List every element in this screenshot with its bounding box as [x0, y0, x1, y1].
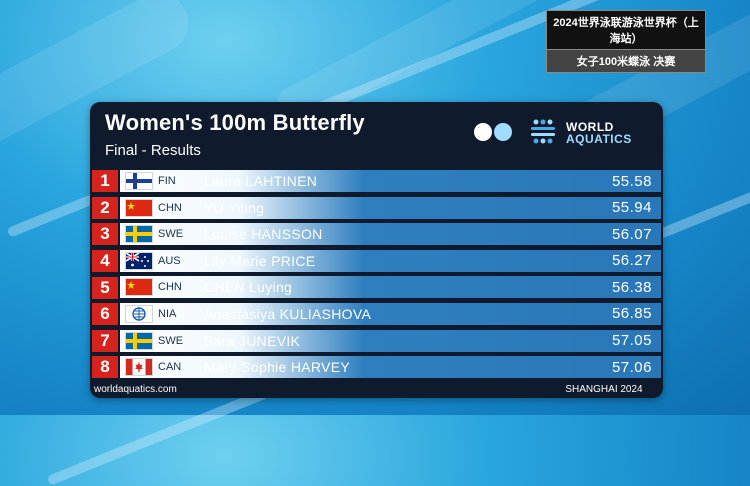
result-bar: CHN YU Yiting 55.94	[120, 196, 661, 219]
country-code: CHN	[158, 201, 182, 214]
athlete-name: CHEN Luying	[204, 279, 293, 296]
result-row: 3 SWE Louise HANSSON 56.07	[90, 221, 663, 248]
rank-badge: 8	[92, 356, 118, 379]
rank-badge: 3	[92, 223, 118, 246]
result-bar: NIA Anastasiya KULIASHOVA 56.85	[120, 302, 661, 325]
result-bar: SWE Sara JUNEVIK 57.05	[120, 329, 661, 352]
results-list: 1 FIN Laura LAHTINEN 55.58 2 CHN YU Yiting 55.9…	[90, 168, 663, 381]
athlete-name: YU Yiting	[204, 199, 265, 216]
rank-badge: 2	[92, 196, 118, 219]
finish-time: 56.85	[611, 305, 652, 323]
result-row: 6 NIA Anastasiya KULIASHOVA 56.85	[90, 301, 663, 328]
swe-flag-icon	[125, 331, 153, 350]
country-code: FIN	[158, 175, 176, 187]
result-bar: CHN CHEN Luying 56.38	[120, 276, 661, 299]
finish-time: 56.27	[611, 252, 652, 270]
chn-flag-icon	[125, 198, 153, 217]
rank-badge: 6	[92, 303, 118, 326]
finish-time: 55.58	[611, 172, 652, 190]
finish-time: 55.94	[611, 199, 652, 217]
rank-badge: 5	[92, 276, 118, 299]
athlete-name: Mary-Sophie HARVEY	[204, 359, 350, 376]
event-subtitle: Final - Results	[105, 142, 201, 159]
world-aquatics-logo-icon	[531, 119, 555, 144]
swe-flag-icon	[125, 225, 153, 244]
rank-badge: 1	[92, 170, 118, 193]
result-bar: FIN Laura LAHTINEN 55.58	[120, 170, 661, 192]
athlete-name: Louise HANSSON	[204, 226, 323, 243]
country-code: CAN	[158, 361, 182, 374]
result-bar: AUS Lily Marie PRICE 56.27	[120, 249, 661, 272]
broadcast-race-title: 女子100米蝶泳 决赛	[546, 50, 706, 73]
world-aquatics-wordmark: WORLD AQUATICS	[566, 121, 632, 145]
result-row: 8 CAN Mary-Sophie HARVEY 57.06	[90, 354, 663, 381]
footer-venue: SHANGHAI 2024	[565, 384, 643, 395]
broadcast-caption: 2024世界泳联游泳世界杯（上海站） 女子100米蝶泳 决赛	[546, 10, 706, 73]
logo-word-1: WORLD	[566, 120, 614, 134]
result-row: 7 SWE Sara JUNEVIK 57.05	[90, 328, 663, 355]
event-title: Women's 100m Butterfly	[105, 110, 365, 135]
can-flag-icon	[125, 358, 153, 377]
result-row: 1 FIN Laura LAHTINEN 55.58	[90, 168, 663, 195]
nia-flag-icon	[125, 304, 153, 323]
fin-flag-icon	[125, 172, 153, 190]
logo-word-2: AQUATICS	[566, 132, 632, 146]
finish-time: 56.07	[611, 225, 652, 243]
rank-badge: 7	[92, 329, 118, 352]
country-code: SWE	[158, 228, 184, 241]
finish-time: 57.05	[611, 332, 652, 350]
country-code: NIA	[158, 307, 177, 320]
athlete-name: Lily Marie PRICE	[204, 252, 316, 269]
athlete-name: Laura LAHTINEN	[204, 173, 318, 189]
rank-badge: 4	[92, 250, 118, 273]
footer-url: worldaquatics.com	[94, 384, 177, 395]
broadcast-event-title: 2024世界泳联游泳世界杯（上海站）	[546, 10, 706, 50]
result-row: 5 CHN CHEN Luying 56.38	[90, 274, 663, 301]
country-code: AUS	[158, 254, 181, 267]
results-board: Women's 100m Butterfly Final - Results W…	[90, 102, 663, 398]
athlete-name: Sara JUNEVIK	[204, 332, 301, 349]
chn-flag-icon	[125, 278, 153, 297]
result-row: 4 AUS Lily Marie PRICE 56.27	[90, 248, 663, 275]
country-code: SWE	[158, 334, 184, 347]
result-row: 2 CHN YU Yiting 55.94	[90, 195, 663, 222]
athlete-name: Anastasiya KULIASHOVA	[204, 305, 372, 322]
finish-time: 57.06	[611, 358, 652, 376]
result-bar: CAN Mary-Sophie HARVEY 57.06	[120, 356, 661, 379]
aus-flag-icon	[125, 251, 153, 270]
country-code: CHN	[158, 281, 182, 294]
finish-time: 56.38	[611, 278, 652, 296]
result-bar: SWE Louise HANSSON 56.07	[120, 223, 661, 246]
